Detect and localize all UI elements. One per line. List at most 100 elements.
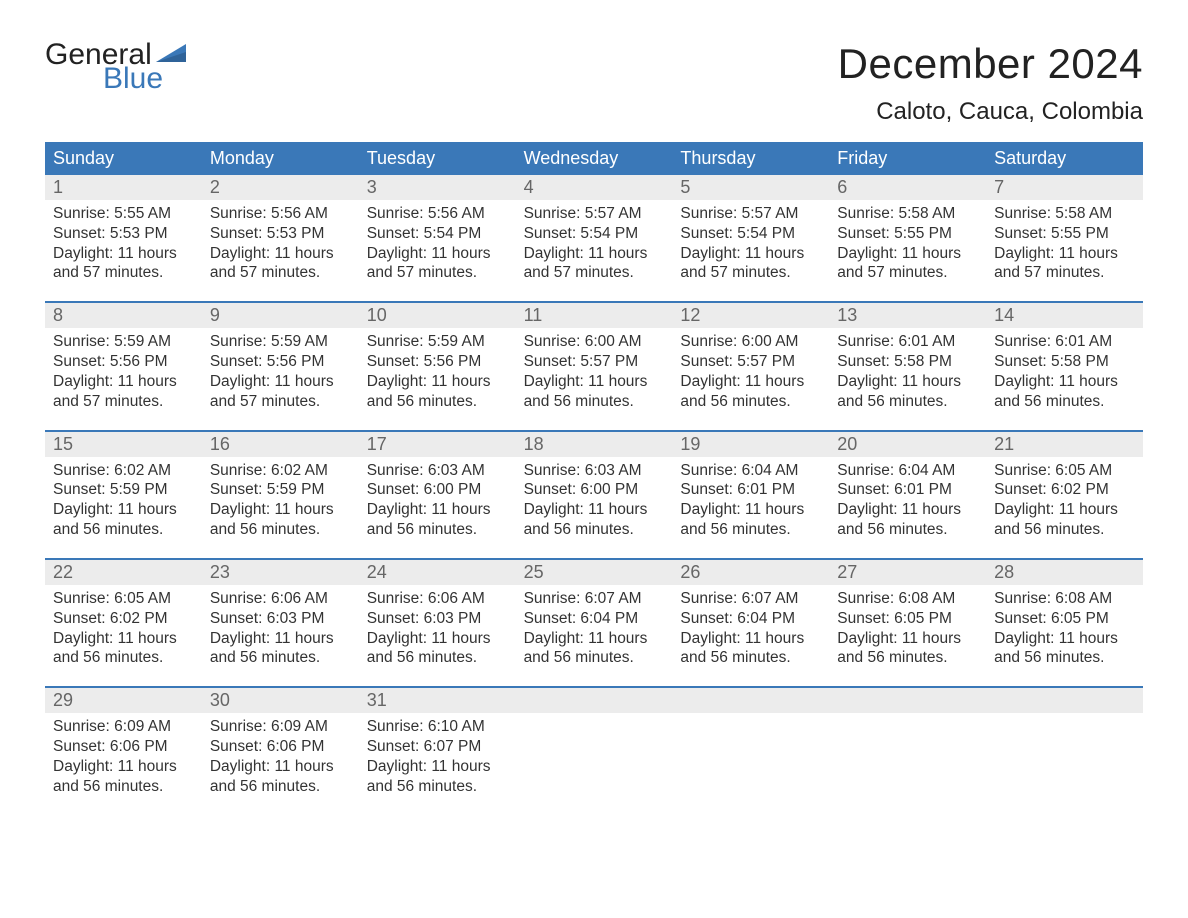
- sunrise-text: Sunrise: 6:06 AM: [367, 589, 508, 609]
- day-number: 6: [829, 175, 986, 200]
- location: Caloto, Cauca, Colombia: [838, 98, 1143, 126]
- sunrise-text: Sunrise: 6:09 AM: [210, 717, 351, 737]
- daylight-text-1: Daylight: 11 hours: [837, 500, 978, 520]
- day-number: 21: [986, 432, 1143, 457]
- day-number: 28: [986, 560, 1143, 585]
- daylight-text-1: Daylight: 11 hours: [210, 757, 351, 777]
- daylight-text-1: Daylight: 11 hours: [210, 244, 351, 264]
- sunrise-text: Sunrise: 6:08 AM: [994, 589, 1135, 609]
- sunset-text: Sunset: 6:05 PM: [837, 609, 978, 629]
- daylight-text-1: Daylight: 11 hours: [524, 629, 665, 649]
- day-cell: Sunrise: 6:08 AMSunset: 6:05 PMDaylight:…: [829, 585, 986, 668]
- brand-logo: General Blue: [45, 40, 186, 94]
- week-row: 15161718192021Sunrise: 6:02 AMSunset: 5:…: [45, 430, 1143, 540]
- daylight-text-1: Daylight: 11 hours: [367, 372, 508, 392]
- sunset-text: Sunset: 6:00 PM: [367, 480, 508, 500]
- sunset-text: Sunset: 6:03 PM: [210, 609, 351, 629]
- sunset-text: Sunset: 5:56 PM: [53, 352, 194, 372]
- sunset-text: Sunset: 5:57 PM: [524, 352, 665, 372]
- sunset-text: Sunset: 6:03 PM: [367, 609, 508, 629]
- sunrise-text: Sunrise: 6:05 AM: [53, 589, 194, 609]
- day-cell: Sunrise: 6:03 AMSunset: 6:00 PMDaylight:…: [516, 457, 673, 540]
- sunrise-text: Sunrise: 6:00 AM: [524, 332, 665, 352]
- daylight-text-1: Daylight: 11 hours: [367, 629, 508, 649]
- sunset-text: Sunset: 6:06 PM: [53, 737, 194, 757]
- sunrise-text: Sunrise: 5:57 AM: [524, 204, 665, 224]
- day-number: 2: [202, 175, 359, 200]
- daylight-text-2: and 56 minutes.: [53, 777, 194, 797]
- daylight-text-2: and 56 minutes.: [994, 520, 1135, 540]
- day-number: 14: [986, 303, 1143, 328]
- day-number: 20: [829, 432, 986, 457]
- day-number: 24: [359, 560, 516, 585]
- daylight-text-2: and 56 minutes.: [524, 520, 665, 540]
- calendar: SundayMondayTuesdayWednesdayThursdayFrid…: [45, 142, 1143, 797]
- dow-cell: Friday: [829, 142, 986, 175]
- dow-cell: Thursday: [672, 142, 829, 175]
- day-number: 26: [672, 560, 829, 585]
- day-cell: Sunrise: 5:59 AMSunset: 5:56 PMDaylight:…: [45, 328, 202, 411]
- day-cell: Sunrise: 5:55 AMSunset: 5:53 PMDaylight:…: [45, 200, 202, 283]
- sunset-text: Sunset: 6:02 PM: [53, 609, 194, 629]
- sunset-text: Sunset: 5:54 PM: [524, 224, 665, 244]
- dow-cell: Saturday: [986, 142, 1143, 175]
- day-cell: Sunrise: 5:57 AMSunset: 5:54 PMDaylight:…: [516, 200, 673, 283]
- daylight-text-1: Daylight: 11 hours: [53, 244, 194, 264]
- sunset-text: Sunset: 5:54 PM: [367, 224, 508, 244]
- daylight-text-1: Daylight: 11 hours: [837, 244, 978, 264]
- day-number: 27: [829, 560, 986, 585]
- daylight-text-1: Daylight: 11 hours: [210, 372, 351, 392]
- daylight-text-2: and 56 minutes.: [837, 392, 978, 412]
- day-number: 7: [986, 175, 1143, 200]
- sunset-text: Sunset: 6:00 PM: [524, 480, 665, 500]
- sunset-text: Sunset: 5:56 PM: [210, 352, 351, 372]
- sunset-text: Sunset: 5:54 PM: [680, 224, 821, 244]
- title-block: December 2024 Caloto, Cauca, Colombia: [838, 40, 1143, 126]
- daylight-text-2: and 56 minutes.: [680, 392, 821, 412]
- day-number: 1: [45, 175, 202, 200]
- daylight-text-2: and 56 minutes.: [367, 777, 508, 797]
- daylight-text-1: Daylight: 11 hours: [524, 244, 665, 264]
- daylight-text-2: and 56 minutes.: [994, 392, 1135, 412]
- week-row: 1234567Sunrise: 5:55 AMSunset: 5:53 PMDa…: [45, 175, 1143, 283]
- day-number: 10: [359, 303, 516, 328]
- sunrise-text: Sunrise: 6:07 AM: [524, 589, 665, 609]
- daylight-text-2: and 56 minutes.: [210, 777, 351, 797]
- sunrise-text: Sunrise: 6:02 AM: [210, 461, 351, 481]
- daylight-text-1: Daylight: 11 hours: [994, 372, 1135, 392]
- day-number: 17: [359, 432, 516, 457]
- day-cell: Sunrise: 6:03 AMSunset: 6:00 PMDaylight:…: [359, 457, 516, 540]
- daylight-text-1: Daylight: 11 hours: [994, 500, 1135, 520]
- daylight-text-2: and 56 minutes.: [367, 520, 508, 540]
- day-cell: Sunrise: 6:09 AMSunset: 6:06 PMDaylight:…: [45, 713, 202, 796]
- day-number: [516, 688, 673, 713]
- daylight-text-1: Daylight: 11 hours: [837, 372, 978, 392]
- sunset-text: Sunset: 5:59 PM: [53, 480, 194, 500]
- day-cell: Sunrise: 6:02 AMSunset: 5:59 PMDaylight:…: [202, 457, 359, 540]
- day-number: 29: [45, 688, 202, 713]
- day-cell: Sunrise: 5:59 AMSunset: 5:56 PMDaylight:…: [202, 328, 359, 411]
- days-of-week-header: SundayMondayTuesdayWednesdayThursdayFrid…: [45, 142, 1143, 175]
- sunset-text: Sunset: 6:04 PM: [524, 609, 665, 629]
- day-number-strip: 22232425262728: [45, 560, 1143, 585]
- daylight-text-1: Daylight: 11 hours: [680, 629, 821, 649]
- daylight-text-1: Daylight: 11 hours: [367, 500, 508, 520]
- daylight-text-1: Daylight: 11 hours: [994, 629, 1135, 649]
- sunrise-text: Sunrise: 6:09 AM: [53, 717, 194, 737]
- day-cell: Sunrise: 6:05 AMSunset: 6:02 PMDaylight:…: [986, 457, 1143, 540]
- sunrise-text: Sunrise: 5:59 AM: [367, 332, 508, 352]
- daylight-text-2: and 56 minutes.: [53, 648, 194, 668]
- day-number: 25: [516, 560, 673, 585]
- month-title: December 2024: [838, 40, 1143, 88]
- sunrise-text: Sunrise: 6:06 AM: [210, 589, 351, 609]
- daylight-text-1: Daylight: 11 hours: [210, 629, 351, 649]
- sunset-text: Sunset: 5:57 PM: [680, 352, 821, 372]
- sunrise-text: Sunrise: 6:02 AM: [53, 461, 194, 481]
- sunset-text: Sunset: 5:58 PM: [994, 352, 1135, 372]
- day-cell: Sunrise: 6:02 AMSunset: 5:59 PMDaylight:…: [45, 457, 202, 540]
- sunrise-text: Sunrise: 5:58 AM: [994, 204, 1135, 224]
- day-number: 11: [516, 303, 673, 328]
- daylight-text-2: and 56 minutes.: [524, 648, 665, 668]
- day-cell: Sunrise: 6:00 AMSunset: 5:57 PMDaylight:…: [516, 328, 673, 411]
- daylight-text-2: and 57 minutes.: [837, 263, 978, 283]
